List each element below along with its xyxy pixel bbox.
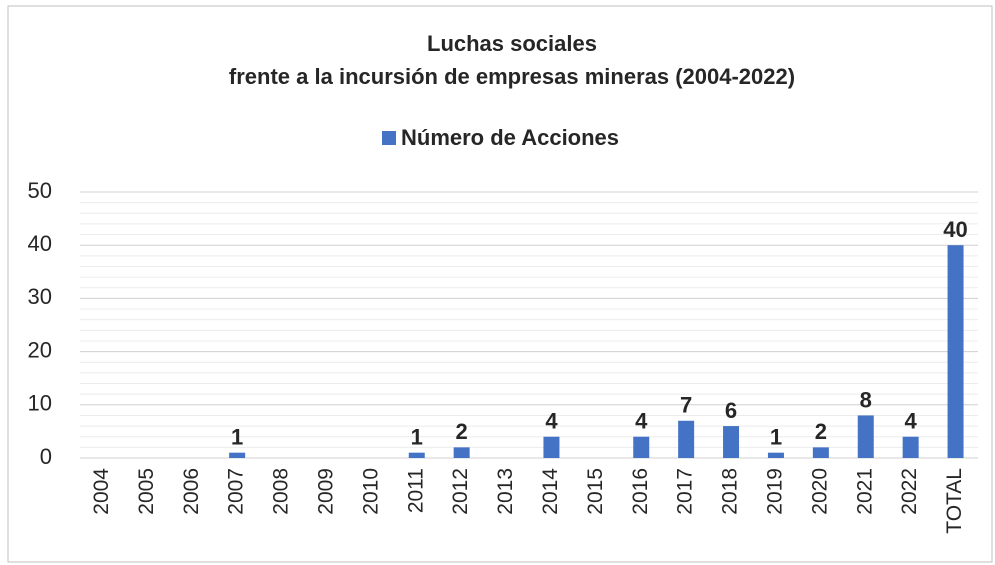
x-tick-label: 2017	[674, 468, 697, 515]
bar	[857, 415, 874, 458]
y-tick-label: 0	[40, 444, 52, 469]
bar	[408, 452, 425, 458]
bar	[543, 436, 560, 458]
data-label: 4	[905, 409, 918, 434]
data-label: 2	[456, 419, 468, 444]
data-label: 4	[545, 409, 558, 434]
x-tick-label: 2022	[898, 468, 921, 515]
y-tick-label: 30	[28, 284, 52, 309]
x-tick-label: 2016	[629, 468, 652, 515]
y-tick-label: 20	[28, 337, 52, 362]
y-tick-label: 50	[28, 178, 52, 203]
x-tick-label: 2011	[404, 468, 427, 513]
x-tick-label: 2004	[90, 468, 113, 515]
legend-swatch	[382, 131, 396, 145]
data-label: 1	[770, 424, 782, 449]
data-label: 7	[680, 393, 692, 418]
x-tick-label: 2008	[270, 468, 293, 515]
chart-title: Luchas sociales	[427, 31, 597, 56]
data-label: 4	[635, 409, 648, 434]
bar	[453, 447, 470, 458]
data-label: 2	[815, 419, 827, 444]
data-label: 1	[411, 424, 423, 449]
data-label: 8	[860, 387, 872, 412]
x-tick-label: 2014	[539, 468, 562, 515]
x-tick-label: 2019	[763, 468, 786, 515]
data-label: 1	[231, 424, 243, 449]
chart-subtitle: frente a la incursión de empresas minera…	[229, 64, 795, 89]
legend-label: Número de Acciones	[401, 125, 619, 150]
x-tick-label: 2006	[180, 468, 203, 515]
x-tick-label: 2021	[853, 468, 876, 515]
bar	[767, 452, 784, 458]
bar	[947, 245, 964, 458]
bar	[812, 447, 829, 458]
x-tick-label: TOTAL	[943, 468, 966, 534]
bar	[678, 420, 695, 458]
x-tick-label: 2005	[135, 468, 158, 515]
bar	[229, 452, 246, 458]
x-tick-label: 2010	[359, 468, 382, 515]
bar	[902, 436, 919, 458]
bar	[633, 436, 650, 458]
x-tick-label: 2009	[314, 468, 337, 515]
y-tick-label: 10	[28, 391, 52, 416]
x-tick-label: 2012	[449, 468, 472, 515]
data-label: 6	[725, 398, 737, 423]
data-label: 40	[943, 217, 967, 242]
bar	[723, 426, 740, 458]
chart-frame	[7, 5, 993, 563]
x-tick-label: 2018	[719, 468, 742, 515]
x-tick-label: 2020	[808, 468, 831, 515]
x-tick-label: 2015	[584, 468, 607, 515]
x-tick-label: 2013	[494, 468, 517, 515]
y-tick-label: 40	[28, 231, 52, 256]
x-tick-label: 2007	[225, 468, 248, 515]
